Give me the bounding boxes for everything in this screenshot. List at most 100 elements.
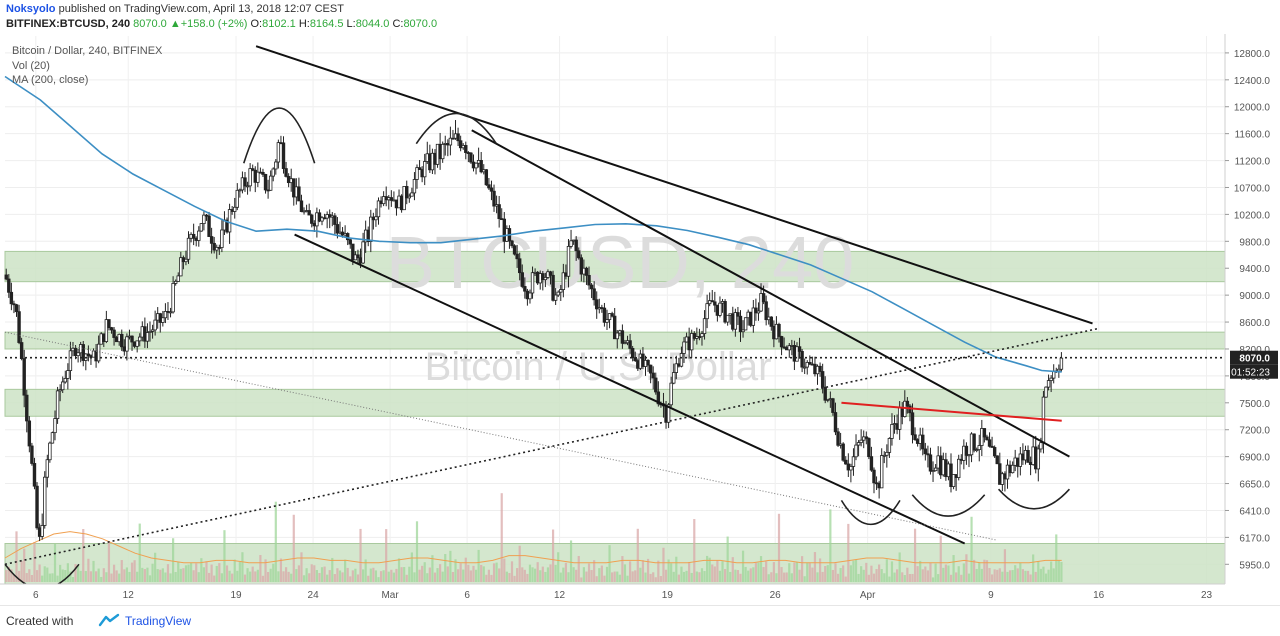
- candle: [887, 437, 892, 458]
- candle-body: [1039, 442, 1043, 450]
- volume-bar: [474, 569, 478, 582]
- candle: [864, 431, 868, 445]
- candle-body: [112, 329, 116, 338]
- candle-body: [808, 362, 812, 365]
- candle-body: [281, 142, 286, 169]
- volume-bar: [908, 574, 912, 582]
- volume-bar: [844, 576, 847, 582]
- volume-bar: [934, 563, 937, 582]
- candle: [310, 213, 314, 228]
- volume-bar: [711, 564, 714, 582]
- volume-bar: [628, 561, 632, 582]
- volume-bar: [734, 569, 737, 582]
- candle: [579, 254, 584, 282]
- volume-bar: [128, 571, 131, 582]
- price-chart[interactable]: BTCUSD, 240 Bitcoin / U.S. Dollar Bitcoi…: [0, 34, 1280, 605]
- volume-bar: [318, 573, 321, 582]
- candle-body: [202, 214, 206, 224]
- candle: [623, 339, 627, 345]
- candle: [45, 454, 50, 488]
- volume-bar: [623, 564, 627, 582]
- time-tick-label: 19: [662, 590, 674, 601]
- candle-body: [628, 340, 632, 349]
- candle: [202, 210, 206, 231]
- candle-body: [233, 206, 237, 212]
- candle-body: [212, 242, 216, 251]
- candle-body: [957, 458, 961, 479]
- candle: [1010, 461, 1015, 474]
- candle: [882, 451, 886, 464]
- candle: [104, 310, 109, 344]
- candle: [654, 372, 658, 395]
- candle: [841, 442, 845, 462]
- trendlines[interactable]: [4, 45, 1225, 566]
- support-resistance-zones: [4, 250, 1226, 590]
- candle-body: [199, 223, 204, 232]
- candle-body: [333, 215, 337, 225]
- candle: [700, 330, 704, 346]
- candle: [464, 141, 468, 160]
- candle: [620, 324, 625, 349]
- candle: [207, 211, 211, 237]
- candle: [348, 238, 352, 249]
- candle: [271, 167, 275, 182]
- volume-bar: [993, 569, 996, 582]
- volume-bar: [1055, 534, 1058, 582]
- candle: [487, 177, 491, 190]
- candle-body: [867, 438, 871, 458]
- candle: [66, 363, 70, 390]
- volume-bar: [652, 572, 655, 582]
- candle: [333, 213, 337, 235]
- candle: [417, 160, 422, 170]
- candle: [389, 190, 394, 207]
- candle-body: [81, 344, 85, 361]
- candle-body: [879, 455, 884, 489]
- candle-body: [209, 236, 214, 244]
- price-axis[interactable]: 12800.0 12400.0 12000.0 11600.0 11200.0 10700…: [1224, 34, 1280, 605]
- volume-bar: [803, 576, 806, 582]
- volume-bar: [534, 568, 537, 582]
- candle: [317, 209, 322, 223]
- candle-body: [107, 319, 111, 328]
- time-axis[interactable]: 6 12 19 24 Mar 6 12 19 26 Apr 9 16 23: [0, 583, 1280, 605]
- volume-bar: [485, 574, 488, 582]
- candle: [197, 226, 201, 247]
- volume-bar: [585, 571, 588, 582]
- last-price-value: 8070.0: [133, 18, 167, 30]
- candle-body: [474, 162, 478, 169]
- watermark-description: Bitcoin / U.S. Dollar: [425, 345, 772, 389]
- candle: [713, 291, 717, 313]
- volume-bar: [284, 567, 288, 582]
- volume-bar: [382, 570, 385, 582]
- author-link[interactable]: Noksyolo: [6, 3, 56, 15]
- volume-bar: [421, 565, 424, 582]
- volume-bar: [449, 550, 452, 582]
- candle-body: [248, 168, 252, 187]
- volume-bar: [626, 575, 629, 582]
- candle: [19, 337, 24, 361]
- volume-bar: [544, 571, 547, 582]
- volume-bar: [333, 574, 336, 582]
- candle-body: [138, 336, 142, 342]
- volume-bar: [849, 565, 852, 582]
- volume-bar: [220, 573, 223, 582]
- volume-bar: [112, 564, 116, 582]
- volume-bar: [328, 570, 331, 582]
- candle: [1044, 386, 1048, 398]
- candle-body: [623, 342, 627, 345]
- price-tick-label: 7500.0: [1239, 399, 1270, 410]
- candle-body: [40, 525, 44, 537]
- candle-body: [584, 267, 589, 276]
- candle: [612, 307, 617, 340]
- candle-body: [733, 312, 738, 330]
- tradingview-brand-link[interactable]: TradingView: [125, 614, 192, 628]
- volume-bar: [177, 561, 180, 582]
- candle-body: [1044, 386, 1048, 398]
- candle-body: [456, 133, 460, 142]
- candle-body: [250, 168, 255, 171]
- candle-body: [405, 186, 409, 199]
- candle: [553, 288, 558, 305]
- volume-bar: [572, 567, 575, 582]
- candle-body: [844, 459, 848, 465]
- candle: [646, 359, 650, 372]
